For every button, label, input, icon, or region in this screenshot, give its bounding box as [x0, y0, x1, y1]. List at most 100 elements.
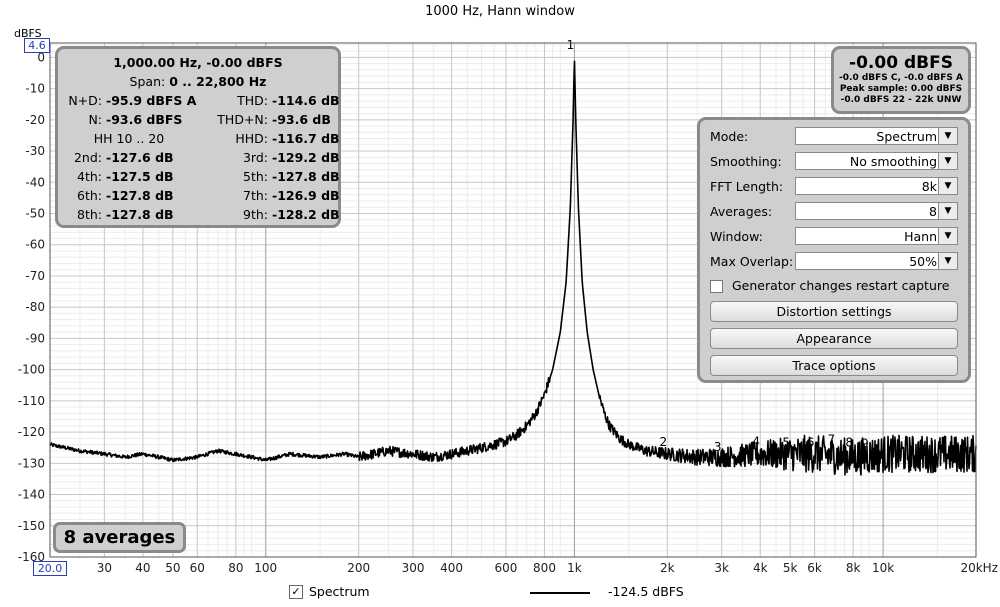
mode-select[interactable]: Spectrum ▼	[795, 127, 958, 145]
overlap-value: 50%	[909, 254, 937, 269]
harmonic-marker: 7	[827, 433, 835, 447]
harmonic-marker: 2	[660, 435, 668, 449]
stats-fundamental: 1,000.00 Hz, -0.00 dBFS	[113, 55, 283, 70]
stat-label: 5th:	[243, 169, 268, 184]
y-tick-label: 0	[37, 50, 45, 64]
generator-restart-label: Generator changes restart capture	[732, 278, 950, 293]
peak-unweighted: -0.0 dBFS 22 - 22k UNW	[840, 95, 962, 105]
y-tick-label: -150	[18, 519, 45, 533]
x-tick-label: 5k	[783, 561, 798, 575]
stat-label: THD+N:	[217, 112, 268, 127]
x-tick-label: 100	[254, 561, 277, 575]
peak-level: -0.00 dBFS	[849, 53, 953, 73]
y-tick-label: -10	[25, 82, 45, 96]
window-row: Window: Hann ▼	[710, 227, 960, 247]
x-tick-label: 200	[347, 561, 370, 575]
x-tick-label: 4k	[753, 561, 768, 575]
generator-restart-checkbox[interactable]	[710, 280, 723, 293]
harmonic-marker: 9	[861, 437, 869, 451]
x-tick-label: 30	[97, 561, 112, 575]
stat-label: 8th:	[77, 207, 102, 222]
stat-value: -93.6 dB	[272, 112, 331, 127]
stat-label: N:	[88, 112, 102, 127]
chevron-down-icon: ▼	[938, 203, 957, 219]
mode-label: Mode:	[710, 129, 749, 144]
averages-select[interactable]: 8 ▼	[795, 202, 958, 220]
y-tick-label: -160	[18, 550, 45, 564]
x-tick-label: 600	[494, 561, 517, 575]
stat-label: 3rd:	[242, 150, 268, 165]
generator-row: Generator changes restart capture	[710, 276, 960, 296]
chevron-down-icon: ▼	[938, 178, 957, 194]
smoothing-select[interactable]: No smoothing ▼	[795, 152, 958, 170]
mode-row: Mode: Spectrum ▼	[710, 127, 960, 147]
y-tick-label: -30	[25, 144, 45, 158]
y-tick-label: -60	[25, 238, 45, 252]
window-label: Window:	[710, 229, 763, 244]
x-tick-label: 8k	[846, 561, 861, 575]
stat-value: -93.6 dBFS	[106, 112, 183, 127]
x-tick-label: 10k	[872, 561, 894, 575]
stats-row: 4th: -127.5 dB 5th: -127.8 dB	[58, 167, 340, 186]
stats-span: Span: 0 .. 22,800 Hz	[58, 72, 338, 91]
y-tick-label: -120	[18, 425, 45, 439]
peak-weighted: -0.0 dBFS C, -0.0 dBFS A	[839, 73, 963, 83]
y-tick-label: -20	[25, 113, 45, 127]
x-tick-labels: 30 40 50 60 80 100 200 300 400 600 800 1k 2k 3k 4k 5k 6k…	[97, 561, 998, 575]
chevron-down-icon: ▼	[938, 128, 957, 144]
stat-value: -129.2 dB	[272, 150, 340, 165]
fft-label: FFT Length:	[710, 179, 784, 194]
distortion-settings-button[interactable]: Distortion settings	[710, 301, 958, 322]
stat-value: -114.6 dB	[272, 93, 340, 108]
controls-panel: Mode: Spectrum ▼ Smoothing: No smoothing ▼…	[697, 117, 971, 383]
y-axis-label: dBFS	[14, 27, 42, 40]
y-tick-label: -40	[25, 175, 45, 189]
averages-label: Averages:	[710, 204, 773, 219]
stats-row: 8th: -127.8 dB 9th: -128.2 dB	[58, 205, 340, 224]
x-tick-label: 40	[135, 561, 150, 575]
chevron-down-icon: ▼	[938, 153, 957, 169]
harmonic-marker: 4	[752, 435, 760, 449]
x-tick-label: 50	[165, 561, 180, 575]
stats-row: 2nd: -127.6 dB 3rd: -129.2 dB	[58, 148, 340, 167]
checkmark-icon: ✓	[291, 585, 301, 598]
window-select[interactable]: Hann ▼	[795, 227, 958, 245]
stat-value: -127.6 dB	[106, 150, 174, 165]
y-tick-label: -100	[18, 363, 45, 377]
harmonic-marker: 8	[845, 435, 853, 449]
stats-row: N+D: -95.9 dBFS A THD: -114.6 dB	[58, 91, 340, 110]
y-max-field[interactable]: 4.6	[24, 38, 50, 53]
stats-row: HH 10 .. 20 HHD: -116.7 dB	[58, 129, 340, 148]
overlap-select[interactable]: 50% ▼	[795, 252, 958, 270]
stat-value: -116.7 dB	[272, 131, 340, 146]
stat-value: -127.5 dB	[106, 169, 174, 184]
y-tick-label: -140	[18, 488, 45, 502]
chevron-down-icon: ▼	[938, 228, 957, 244]
x-tick-label: 800	[533, 561, 556, 575]
peak-panel: -0.00 dBFS -0.0 dBFS C, -0.0 dBFS A Peak…	[831, 46, 971, 114]
y-tick-label: -90	[25, 331, 45, 345]
appearance-button[interactable]: Appearance	[710, 328, 958, 349]
stat-value: -128.2 dB	[272, 207, 340, 222]
harmonic-marker: 1	[567, 38, 575, 52]
stat-label: THD:	[237, 93, 268, 108]
trace-options-button[interactable]: Trace options	[710, 355, 958, 376]
fft-length-select[interactable]: 8k ▼	[795, 177, 958, 195]
stats-panel: 1,000.00 Hz, -0.00 dBFS Span: 0 .. 22,80…	[55, 46, 341, 228]
overlap-row: Max Overlap: 50% ▼	[710, 252, 960, 272]
spectrum-legend-checkbox[interactable]: ✓	[289, 585, 303, 599]
stat-value: -127.8 dB	[272, 169, 340, 184]
stat-value: -95.9 dBFS A	[106, 93, 197, 108]
y-tick-label: -110	[18, 394, 45, 408]
y-tick-label: -130	[18, 456, 45, 470]
legend-series-name: Spectrum	[309, 584, 370, 599]
legend-line-swatch	[530, 592, 590, 594]
smoothing-row: Smoothing: No smoothing ▼	[710, 152, 960, 172]
y-tick-label: -80	[25, 300, 45, 314]
stat-value: -127.8 dB	[106, 188, 174, 203]
overlap-label: Max Overlap:	[710, 254, 794, 269]
x-tick-label: 6k	[807, 561, 822, 575]
x-min-field[interactable]: 20.0	[33, 561, 67, 576]
harmonic-marker: 5	[782, 435, 790, 449]
peak-sample: Peak sample: 0.00 dBFS	[839, 84, 963, 94]
